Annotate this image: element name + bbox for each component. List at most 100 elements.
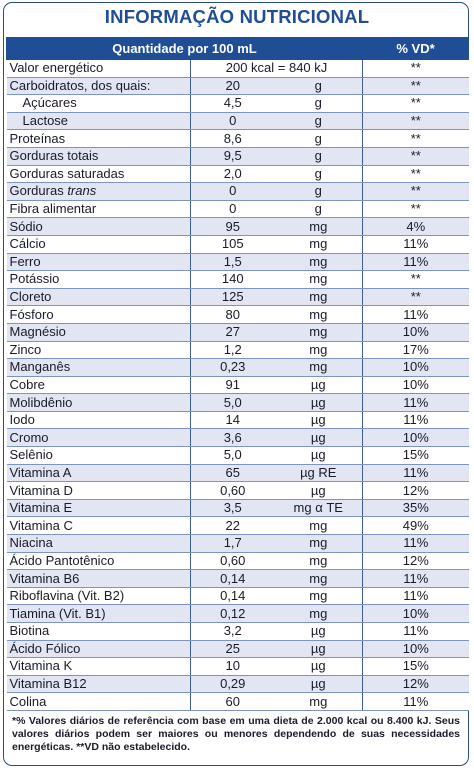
table-row: Cálcio 105 mg 11% — [6, 235, 469, 254]
nutrient-name: Fibra alimentar — [6, 200, 191, 219]
nutrition-table: Quantidade por 100 mL % VD* Valor energé… — [5, 37, 470, 711]
nutrient-vd: 10% — [362, 604, 469, 623]
nutrient-vd: 11% — [362, 569, 469, 588]
table-row: Vitamina B12 0,29 µg 12% — [6, 675, 469, 694]
table-row-energy: Valor energético 200 kcal = 840 kJ ** — [6, 59, 469, 78]
nutrient-name: Tiamina (Vit. B1) — [6, 604, 191, 623]
table-row: Manganês 0,23 mg 10% — [6, 358, 469, 377]
nutrient-vd: 12% — [362, 481, 469, 500]
nutrient-vd: 11% — [362, 393, 469, 412]
nutrient-unit: g — [274, 165, 363, 184]
table-row: Vitamina C 22 mg 49% — [6, 516, 469, 536]
nutrient-vd: 10% — [362, 428, 469, 448]
nutrient-value: 22 — [190, 516, 275, 536]
table-row: Magnésio 27 mg 10% — [6, 323, 469, 342]
nutrient-name: Gorduras trans — [6, 182, 191, 201]
nutrient-value: 1,2 — [190, 341, 275, 360]
table-row: Vitamina K 10 µg 15% — [6, 657, 469, 676]
table-header-row: Quantidade por 100 mL % VD* — [5, 37, 470, 60]
vd-header: % VD* — [362, 37, 470, 60]
nutrient-vd: 10% — [362, 640, 469, 659]
table-row: Potássio 140 mg ** — [6, 270, 469, 289]
table-row: Gorduras trans 0 g ** — [6, 182, 469, 201]
table-row: Ferro 1,5 mg 11% — [6, 253, 469, 272]
table-row: Cromo 3,6 µg 10% — [6, 428, 469, 448]
nutrient-name: Valor energético — [6, 59, 191, 78]
nutrient-name: Zinco — [6, 341, 191, 360]
nutrient-name: Cloreto — [6, 288, 191, 307]
nutrient-unit: g — [274, 200, 363, 219]
nutrient-name: Iodo — [6, 411, 191, 430]
nutrient-value: 8,6 — [190, 129, 275, 148]
nutrient-value: 0,14 — [190, 587, 275, 606]
nutrient-vd: 11% — [362, 305, 469, 324]
table-row: Ácido Pantotênico 0,60 mg 12% — [6, 552, 469, 571]
nutrient-name: Vitamina B12 — [6, 675, 191, 694]
nutrient-unit: mg — [274, 569, 363, 588]
nutrient-value: 2,0 — [190, 165, 275, 184]
page-title: INFORMAÇÃO NUTRICIONAL — [104, 6, 370, 27]
nutrient-unit: µg — [274, 446, 363, 465]
nutrient-value: 0,23 — [190, 358, 275, 377]
nutrient-vd: ** — [362, 59, 469, 78]
nutrient-unit: µg — [274, 376, 363, 395]
nutrient-value: 3,5 — [190, 499, 275, 518]
nutrient-name: Açúcares — [6, 94, 191, 113]
nutrient-unit: mg — [274, 534, 363, 553]
nutrient-vd: ** — [362, 112, 469, 131]
nutrient-name: Sódio — [6, 217, 191, 236]
nutrient-unit: mg — [274, 358, 363, 377]
nutrient-unit: mg — [274, 552, 363, 571]
nutrient-value: 1,5 — [190, 253, 275, 272]
nutrient-unit: mg — [274, 323, 363, 342]
nutrient-value: 0,14 — [190, 569, 275, 588]
nutrient-value: 20 — [190, 77, 275, 96]
nutrient-unit: µg — [274, 675, 363, 694]
table-row: Gorduras saturadas 2,0 g ** — [6, 165, 469, 184]
nutrient-name: Fósforo — [6, 305, 191, 324]
nutrient-unit: g — [274, 94, 363, 113]
nutrient-vd: 11% — [362, 534, 469, 553]
nutrient-vd: 11% — [362, 253, 469, 272]
table-row: Zinco 1,2 mg 17% — [6, 341, 469, 360]
table-row: Colina 60 mg 11% — [6, 692, 469, 711]
nutrient-name: Lactose — [6, 112, 191, 131]
nutrient-vd: 11% — [362, 235, 469, 254]
nutrient-unit: mg — [274, 587, 363, 606]
nutrient-unit: µg — [274, 393, 363, 412]
nutrient-vd: ** — [362, 182, 469, 201]
table-row: Tiamina (Vit. B1) 0,12 mg 10% — [6, 604, 469, 623]
nutrient-name: Vitamina D — [6, 481, 191, 500]
nutrient-value: 4,5 — [190, 94, 275, 113]
table-row: Molibdênio 5,0 µg 11% — [6, 393, 469, 412]
nutrient-vd: 12% — [362, 552, 469, 571]
nutrient-vd: ** — [362, 288, 469, 307]
nutrient-name: Riboflavina (Vit. B2) — [6, 587, 191, 606]
nutrient-value: 200 kcal = 840 kJ — [190, 59, 363, 78]
table-row: Proteínas 8,6 g ** — [6, 129, 469, 148]
nutrient-vd: ** — [362, 77, 469, 96]
nutrient-value: 0,29 — [190, 675, 275, 694]
nutrient-value: 105 — [190, 235, 275, 254]
nutrient-name: Cromo — [6, 428, 191, 448]
nutrient-value: 5,0 — [190, 393, 275, 412]
nutrient-value: 80 — [190, 305, 275, 324]
table-row: Sódio 95 mg 4% — [6, 217, 469, 236]
nutrient-value: 5,0 — [190, 446, 275, 465]
nutrient-unit: mg — [274, 692, 363, 711]
nutrient-value: 140 — [190, 270, 275, 289]
nutrient-name: Gorduras saturadas — [6, 165, 191, 184]
nutrient-unit: g — [274, 129, 363, 148]
nutrient-value: 3,2 — [190, 622, 275, 641]
nutrient-name: Colina — [6, 692, 191, 711]
nutrient-name: Vitamina A — [6, 464, 191, 483]
nutrient-unit: µg — [274, 411, 363, 430]
nutrient-name: Selênio — [6, 446, 191, 465]
nutrient-value: 125 — [190, 288, 275, 307]
nutrient-vd: 49% — [362, 516, 469, 536]
table-row: Vitamina D 0,60 µg 12% — [6, 481, 469, 500]
nutrient-vd: 10% — [362, 376, 469, 395]
nutrient-vd: ** — [362, 165, 469, 184]
table-row: Niacina 1,7 mg 11% — [6, 534, 469, 553]
nutrient-value: 0 — [190, 112, 275, 131]
